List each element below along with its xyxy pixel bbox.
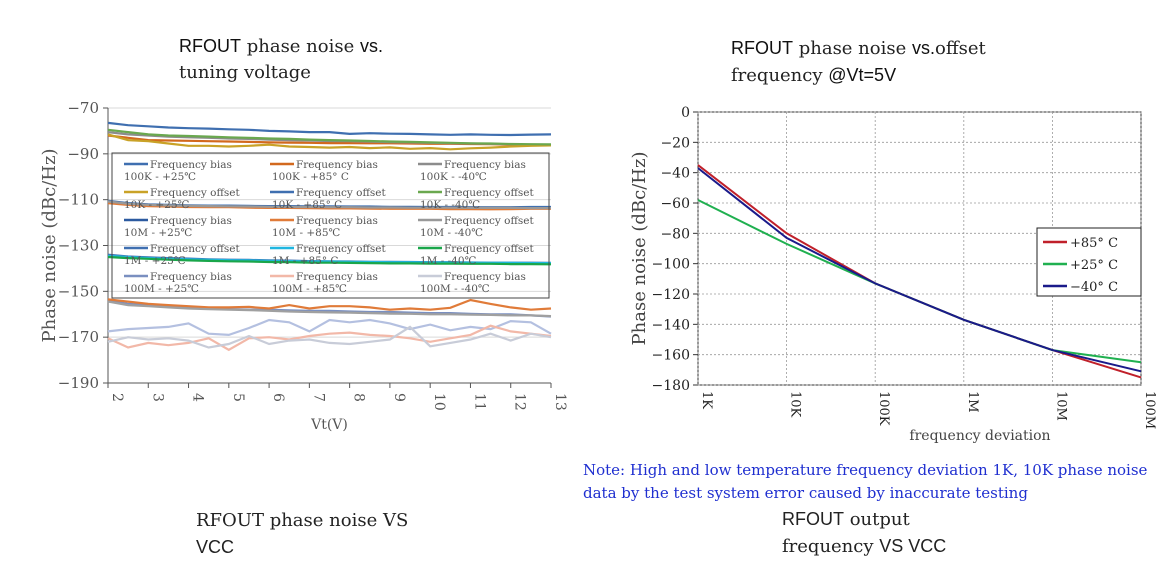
legend-entry-line2: 100K - +85° C <box>272 171 349 183</box>
series-line-14 <box>107 300 552 318</box>
legend-label-right: +25° C <box>1070 258 1118 273</box>
legend-box-right <box>1036 227 1142 297</box>
x-tick-label-right: 1M <box>965 391 980 413</box>
y-tick-label-right: −20 <box>660 135 690 151</box>
legend-entry-line2: 100M - +85℃ <box>272 283 347 295</box>
legend-entry-line1: Frequency bias <box>296 271 378 283</box>
legend-entry-line2: 1M - +85° C <box>272 255 338 267</box>
legend-entry-line1: Frequency bias <box>444 159 526 171</box>
y-tick-label-right: −80 <box>660 226 690 242</box>
y-axis-label-right: Phase noise (dBc/Hz) <box>629 152 650 346</box>
legend-entry-line2: 1M - -40℃ <box>420 255 477 267</box>
legend-entry-line1: Frequency bias <box>150 159 232 171</box>
y-tick-label-right: −160 <box>652 348 690 364</box>
series-line-13 <box>107 298 552 311</box>
legend-entry-line1: Frequency bias <box>444 271 526 283</box>
legend-entry-line2: 10K - +25℃ <box>124 199 190 211</box>
x-tick-label: 13 <box>552 393 568 411</box>
x-tick-label-right: 100K <box>876 391 891 426</box>
legend-entry-line2: 10K - +85° C <box>272 199 342 211</box>
legend-entry-line1: Frequency offset <box>444 243 535 255</box>
x-tick-label-right: 10K <box>788 391 803 418</box>
series-line-11 <box>107 255 552 266</box>
y-tick-label-right: 0 <box>681 105 690 121</box>
bottom-left-caption: RFOUT phase noise VS VCC <box>196 510 409 557</box>
legend-entry-line1: Frequency offset <box>150 187 241 199</box>
y-tick-label: −150 <box>58 282 99 300</box>
y-tick-label: −70 <box>67 99 99 117</box>
series-line-0 <box>107 121 552 137</box>
y-tick-label: −130 <box>58 237 99 255</box>
x-tick-label: 6 <box>270 393 286 402</box>
legend-entry-line1: Frequency bias <box>150 271 232 283</box>
legend-entry-line2: 100M - +25℃ <box>124 283 199 295</box>
series-line-15 <box>107 318 552 337</box>
y-tick-label: −90 <box>67 145 99 163</box>
x-tick-label: 11 <box>471 393 487 411</box>
legend-entry-line2: 10M - +25℃ <box>124 227 192 239</box>
y-axis-label: Phase noise (dBc/Hz) <box>39 149 60 343</box>
series-line-16 <box>107 324 552 352</box>
x-tick-label: 10 <box>431 393 447 411</box>
legend-entry-line1: Frequency offset <box>296 187 387 199</box>
legend-entry-line2: 1M - +25℃ <box>124 255 186 267</box>
series-line-8 <box>107 200 551 210</box>
x-tick-label: 9 <box>391 393 407 402</box>
x-tick-label-right: 10M <box>1053 391 1068 421</box>
x-axis-label-right: frequency deviation <box>909 428 1050 444</box>
x-tick-label: 8 <box>351 393 367 402</box>
legend-entry-line1: Frequency offset <box>296 243 387 255</box>
series-line-3 <box>107 133 552 151</box>
x-axis-label: Vt(V) <box>310 417 348 433</box>
x-tick-label-right: 100M <box>1142 391 1157 429</box>
x-tick-label: 3 <box>149 393 165 402</box>
legend-box <box>111 152 550 299</box>
x-tick-label: 5 <box>230 393 246 402</box>
left-phase-noise-chart: −70 −90 −110 −130 −150 −170 −190 2 3 4 5 6 7 8 9 10 11 12… <box>39 99 568 433</box>
legend-entry-line1: Frequency bias <box>150 215 232 227</box>
x-tick-label-right: 1K <box>699 391 714 409</box>
y-tick-label: −170 <box>58 328 99 346</box>
y-tick-label-right: −120 <box>652 287 690 303</box>
series-line-17 <box>107 325 552 349</box>
y-tick-label-right: −180 <box>652 378 690 394</box>
legend-entry-line2: 100K - +25℃ <box>124 171 196 183</box>
legend-label-right: −40° C <box>1070 280 1118 295</box>
x-tick-label: 12 <box>512 393 528 411</box>
x-tick-label: 7 <box>310 393 326 402</box>
x-tick-label: 4 <box>190 393 206 402</box>
legend-entry-line2: 10M - -40℃ <box>420 227 483 239</box>
legend-entry-line2: 10K - -40℃ <box>420 199 480 211</box>
y-tick-label-right: −140 <box>652 317 690 333</box>
legend-entry-line1: Frequency offset <box>150 243 241 255</box>
legend-entry-line2: 100K - -40℃ <box>420 171 487 183</box>
series-line-right-2 <box>697 167 1142 373</box>
note-text: Note: High and low temperature frequency… <box>583 461 1148 502</box>
legend-entry-line1: Frequency offset <box>444 187 535 199</box>
legend-label-right: +85° C <box>1070 236 1118 251</box>
legend-entry-line1: Frequency bias <box>296 159 378 171</box>
legend-entry-line2: 100M - -40℃ <box>420 283 490 295</box>
y-tick-label-right: −100 <box>652 257 690 273</box>
y-tick-label-right: −40 <box>660 166 690 182</box>
y-tick-label: −110 <box>58 191 99 209</box>
y-tick-label-right: −60 <box>660 196 690 212</box>
x-tick-label: 2 <box>109 393 125 402</box>
legend-entry-line1: Frequency offset <box>444 215 535 227</box>
right-phase-noise-chart: 0 −20 −40 −60 −80 −100 −120 −140 −160 −180 1K 10K 10… <box>629 105 1157 444</box>
legend-entry-line2: 10M - +85℃ <box>272 227 340 239</box>
bottom-right-caption: RFOUT output frequency VS VCC <box>782 509 947 557</box>
y-tick-label: −190 <box>58 374 99 392</box>
right-chart-title: RFOUT phase noise vs.offset frequency @V… <box>731 38 986 86</box>
series-line-5 <box>107 128 552 146</box>
legend-entry-line1: Frequency bias <box>296 215 378 227</box>
left-chart-title: RFOUT phase noise vs. tuning voltage <box>179 36 383 83</box>
